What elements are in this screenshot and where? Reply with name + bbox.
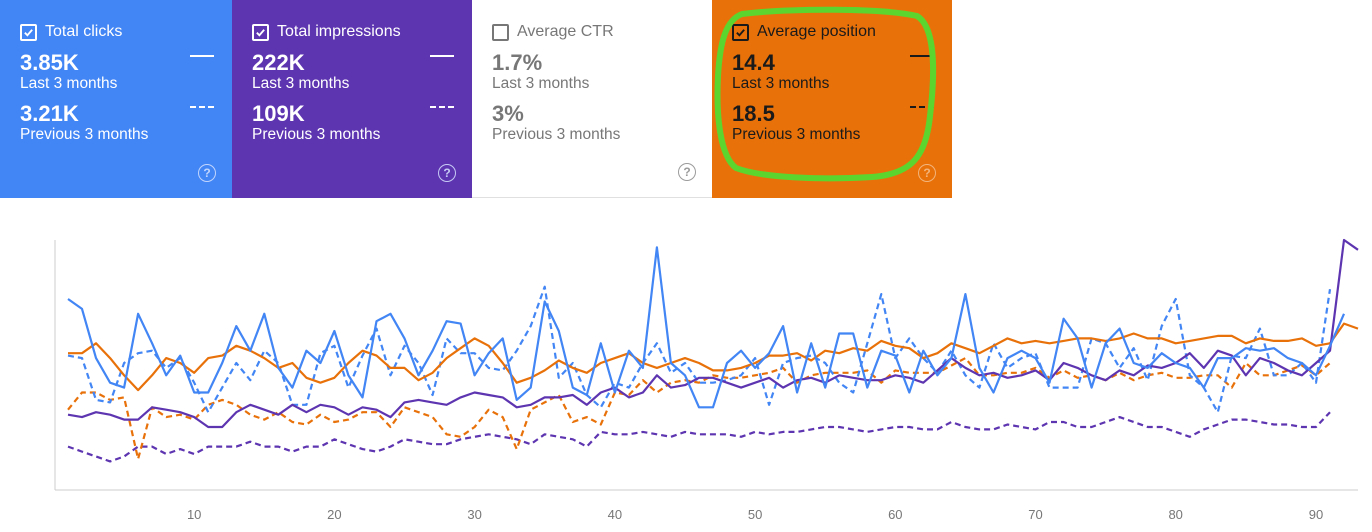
card-title: Total clicks <box>45 23 123 40</box>
x-tick-label: 60 <box>888 507 902 522</box>
current-metric: 14.4 Last 3 months <box>732 50 934 93</box>
series-layer <box>67 238 1359 463</box>
total-clicks-card[interactable]: Total clicks 3.85K Last 3 months 3.21K P… <box>0 0 232 198</box>
series-line-impr-previous <box>67 411 1331 463</box>
previous-metric: 109K Previous 3 months <box>252 101 454 144</box>
dashed-line-legend-icon <box>430 106 454 108</box>
previous-metric: 3% Previous 3 months <box>492 102 692 144</box>
previous-value: 109K <box>252 101 305 126</box>
solid-line-legend-icon <box>190 55 214 57</box>
help-icon[interactable]: ? <box>438 164 456 182</box>
current-value: 3.85K <box>20 50 79 75</box>
current-label: Last 3 months <box>492 75 590 92</box>
series-line-impr-current <box>67 238 1359 429</box>
previous-label: Previous 3 months <box>492 126 621 143</box>
help-icon[interactable]: ? <box>198 164 216 182</box>
previous-metric: 18.5 Previous 3 months <box>732 101 934 144</box>
current-label: Last 3 months <box>732 75 830 92</box>
current-label: Last 3 months <box>252 75 350 92</box>
card-title: Average position <box>757 23 876 40</box>
chart-axes <box>54 240 1358 491</box>
current-value: 222K <box>252 50 305 75</box>
series-line-clicks-previous <box>67 285 1332 414</box>
x-tick-label: 40 <box>608 507 622 522</box>
current-metric: 1.7% Last 3 months <box>492 51 692 93</box>
series-line-clicks-current <box>67 246 1346 409</box>
checkbox-checked-icon[interactable] <box>20 23 37 41</box>
card-header[interactable]: Average CTR <box>492 22 692 42</box>
previous-value: 3% <box>492 101 524 126</box>
average-position-card[interactable]: Average position 14.4 Last 3 months 18.5… <box>712 0 952 198</box>
previous-label: Previous 3 months <box>20 126 149 143</box>
x-tick-labels: 10 20 30 40 50 60 70 80 90 <box>187 507 1323 522</box>
x-tick-label: 50 <box>748 507 762 522</box>
previous-value: 18.5 <box>732 101 775 126</box>
metric-cards: Total clicks 3.85K Last 3 months 3.21K P… <box>0 0 952 198</box>
help-icon[interactable]: ? <box>918 164 936 182</box>
total-impressions-card[interactable]: Total impressions 222K Last 3 months 109… <box>232 0 472 198</box>
checkbox-checked-icon[interactable] <box>252 23 269 41</box>
card-header[interactable]: Total clicks <box>20 22 212 42</box>
x-tick-label: 20 <box>327 507 341 522</box>
x-tick-label: 70 <box>1028 507 1042 522</box>
help-icon[interactable]: ? <box>678 163 696 181</box>
x-tick-label: 80 <box>1168 507 1182 522</box>
dashed-line-legend-icon <box>190 106 214 108</box>
x-tick-label: 10 <box>187 507 201 522</box>
series-line-pos-previous <box>67 357 1331 460</box>
solid-line-legend-icon <box>910 55 934 57</box>
dashed-line-legend-icon <box>910 106 934 108</box>
checkbox-checked-icon[interactable] <box>732 23 749 41</box>
checkbox-unchecked-icon[interactable] <box>492 23 509 41</box>
current-metric: 3.85K Last 3 months <box>20 50 214 93</box>
card-header[interactable]: Average position <box>732 22 932 42</box>
series-line-pos-current <box>68 322 1359 392</box>
card-header[interactable]: Total impressions <box>252 22 452 42</box>
average-ctr-card[interactable]: Average CTR 1.7% Last 3 months 3% Previo… <box>472 0 712 198</box>
previous-metric: 3.21K Previous 3 months <box>20 101 214 144</box>
card-title: Average CTR <box>517 23 614 40</box>
current-metric: 222K Last 3 months <box>252 50 454 93</box>
solid-line-legend-icon <box>430 55 454 57</box>
x-tick-label: 90 <box>1309 507 1323 522</box>
performance-line-chart: 10 20 30 40 50 60 70 80 90 <box>54 238 1359 522</box>
previous-label: Previous 3 months <box>252 126 381 143</box>
current-value: 14.4 <box>732 50 775 75</box>
current-value: 1.7% <box>492 50 543 75</box>
current-label: Last 3 months <box>20 75 118 92</box>
card-title: Total impressions <box>277 23 401 40</box>
x-tick-label: 30 <box>467 507 481 522</box>
previous-value: 3.21K <box>20 101 79 126</box>
previous-label: Previous 3 months <box>732 126 861 143</box>
